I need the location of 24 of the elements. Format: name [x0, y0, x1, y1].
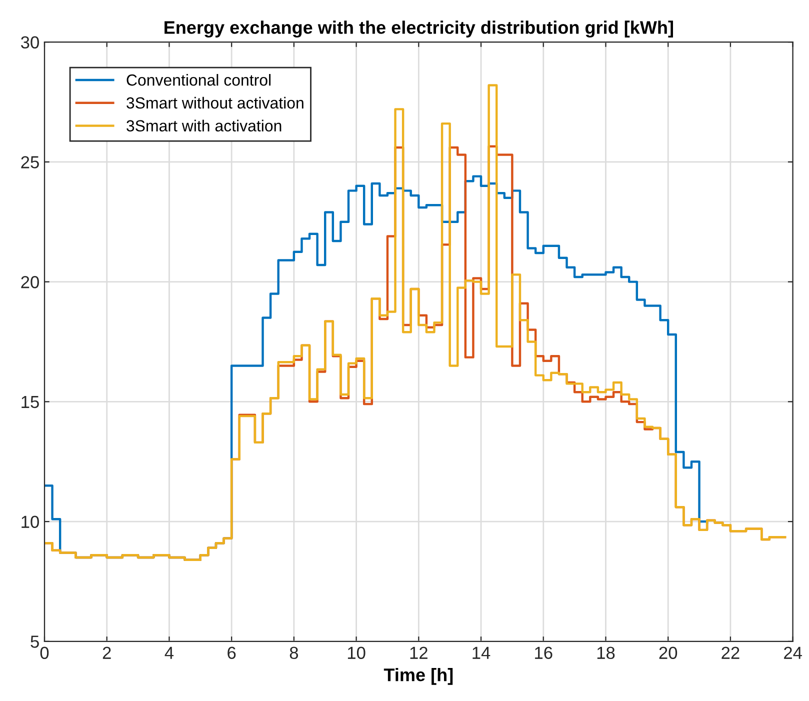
y-tick-label: 15: [22, 396, 39, 408]
x-tick-label: 8: [290, 646, 298, 660]
x-tick-label: 12: [410, 646, 428, 659]
x-tick-label: 2: [102, 646, 111, 659]
y-tick-label: 30: [20, 36, 39, 49]
x-axis-title: Time [h]: [384, 668, 453, 685]
x-tick-label: 16: [535, 646, 552, 660]
x-tick-label: 4: [164, 646, 174, 659]
legend-label: Conventional control: [126, 74, 270, 86]
x-tick-label: 20: [659, 646, 678, 660]
x-tick-label: 14: [472, 646, 490, 659]
y-tick-label: 20: [21, 276, 39, 288]
legend-label: 3Smart with activation: [126, 120, 282, 132]
y-tick-label: 10: [22, 516, 39, 528]
x-tick-label: 0: [40, 646, 49, 660]
chart-title: Energy exchange with the electricity distribution grid [kWh]: [164, 20, 673, 38]
y-tick-label: 5: [30, 636, 39, 648]
x-tick-label: 22: [722, 646, 740, 659]
legend-label: 3Smart without activation: [126, 96, 304, 109]
x-tick-label: 24: [784, 646, 802, 659]
x-tick-label: 6: [228, 646, 236, 660]
x-tick-label: 18: [597, 646, 615, 660]
x-tick-label: 10: [348, 646, 366, 660]
y-tick-label: 25: [21, 156, 39, 168]
